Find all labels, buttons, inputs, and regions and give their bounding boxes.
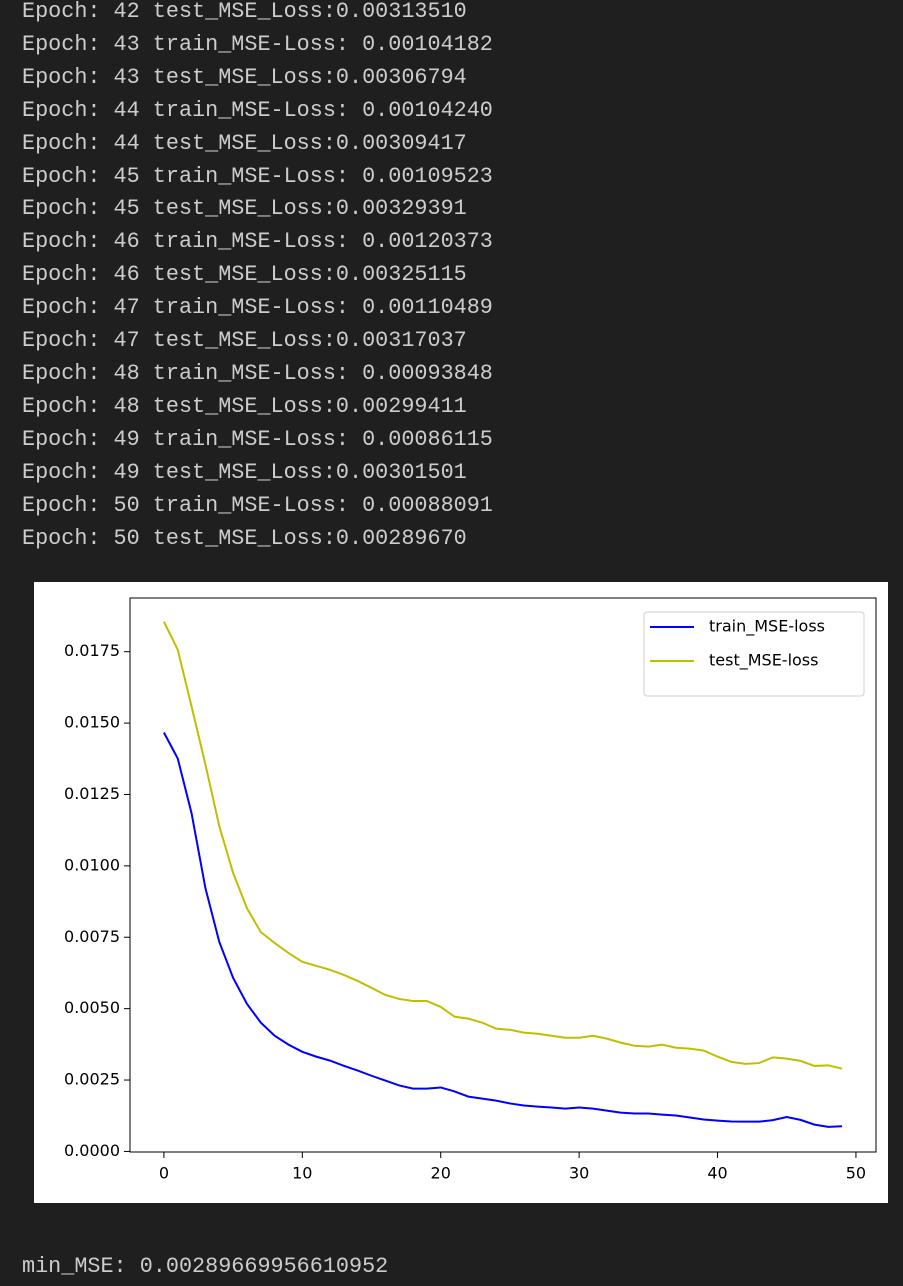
console-line: Epoch: 44 train_MSE-Loss: 0.00104240	[22, 97, 493, 123]
y-tick-label: 0.0025	[64, 1070, 120, 1089]
console-line: Epoch: 45 test_MSE_Loss:0.00329391	[22, 196, 467, 222]
console-line: Epoch: 46 train_MSE-Loss: 0.00120373	[22, 229, 493, 255]
console-line: Epoch: 48 train_MSE-Loss: 0.00093848	[22, 360, 493, 386]
x-tick-label: 40	[707, 1164, 727, 1183]
console-line: Epoch: 50 test_MSE_Loss:0.00289670	[22, 525, 467, 551]
console-line: Epoch: 46 test_MSE_Loss:0.00325115	[22, 262, 467, 288]
console-line: Epoch: 47 train_MSE-Loss: 0.00110489	[22, 295, 493, 321]
console-line: Epoch: 49 train_MSE-Loss: 0.00086115	[22, 426, 493, 452]
console-line: Epoch: 44 test_MSE_Loss:0.00309417	[22, 130, 467, 156]
y-tick-label: 0.0050	[64, 998, 120, 1017]
legend-box	[643, 611, 865, 697]
x-tick-label: 0	[159, 1164, 169, 1183]
x-tick-label: 50	[846, 1164, 866, 1183]
series-line	[163, 732, 843, 1128]
console-line: Epoch: 45 train_MSE-Loss: 0.00109523	[22, 163, 493, 189]
plot-frame	[129, 597, 877, 1153]
y-tick-label: 0.0100	[64, 855, 120, 874]
x-tick-label: 20	[431, 1164, 451, 1183]
console-line: Epoch: 49 test_MSE_Loss:0.00301501	[22, 459, 467, 485]
x-tick-label: 10	[292, 1164, 312, 1183]
console-output: Epoch: 42 test_MSE_Loss:0.00313510 Epoch:…	[22, 0, 493, 555]
y-tick-label: 0.0175	[64, 641, 120, 660]
console-line: Epoch: 50 train_MSE-Loss: 0.00088091	[22, 492, 493, 518]
y-tick-label: 0.0150	[64, 713, 120, 732]
legend-label: train_MSE-loss	[709, 617, 825, 637]
legend-label: test_MSE-loss	[709, 651, 818, 671]
min-mse-output: min_MSE: 0.00289669956610952	[22, 1254, 389, 1279]
series-line	[163, 621, 843, 1070]
x-tick-label: 30	[569, 1164, 589, 1183]
console-line: Epoch: 43 test_MSE_Loss:0.00306794	[22, 64, 467, 90]
y-tick-label: 0.0075	[64, 927, 120, 946]
console-line: Epoch: 43 train_MSE-Loss: 0.00104182	[22, 31, 493, 57]
y-tick-label: 0.0125	[64, 784, 120, 803]
chart: 0.0000 0.0025 0.0050 0.0075 0.0100 0.0125 0.01…	[34, 582, 888, 1203]
y-tick-label: 0.0000	[64, 1141, 120, 1160]
console-line: Epoch: 47 test_MSE_Loss:0.00317037	[22, 328, 467, 354]
console-line: Epoch: 42 test_MSE_Loss:0.00313510	[22, 0, 467, 24]
console-line: Epoch: 48 test_MSE_Loss:0.00299411	[22, 393, 467, 419]
